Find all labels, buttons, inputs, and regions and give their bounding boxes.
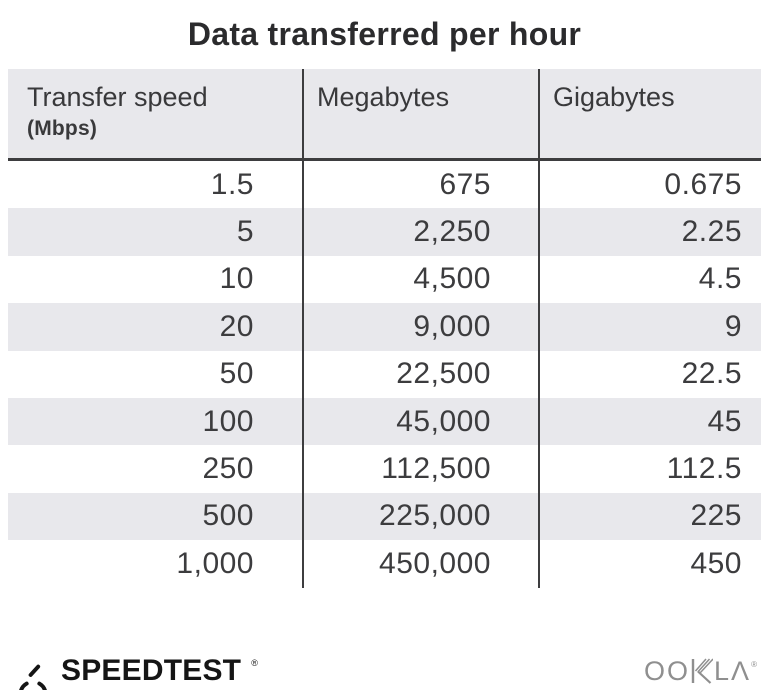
table-row: 1.5 675 0.675 xyxy=(8,161,761,209)
table-cell: 100 xyxy=(202,404,254,438)
page-title: Data transferred per hour xyxy=(187,16,582,52)
data-table: Transfer speed (Mbps) Megabytes Gigabyte… xyxy=(8,69,761,588)
table-cell: 112.5 xyxy=(538,445,761,493)
table-header-row: Transfer speed (Mbps) Megabytes Gigabyte… xyxy=(8,69,761,161)
table-cell: 250 xyxy=(202,452,254,486)
header-megabytes-label: Megabytes xyxy=(317,82,450,112)
ookla-wordmark-oo: OO xyxy=(644,655,691,686)
table-cell: 45,000 xyxy=(302,397,538,446)
header-transfer-speed-unit: (Mbps) xyxy=(27,117,98,140)
table-row: 500 225,000 225 xyxy=(8,492,761,541)
table-body: 1.5 675 0.675 5 2,250 2.25 10 4,500 4.5 20 9,000 9 5… xyxy=(8,161,761,588)
ookla-k-icon xyxy=(691,658,714,684)
header-gigabytes-label: Gigabytes xyxy=(553,82,675,112)
table-cell: 112,500 xyxy=(302,445,538,493)
table-cell: 225 xyxy=(538,492,761,541)
speedtest-gauge-icon xyxy=(19,664,47,690)
table-cell: 500 xyxy=(202,499,254,533)
table-cell: 45 xyxy=(538,397,761,446)
table-row: 1,000 450,000 450 xyxy=(8,540,761,588)
table-cell: 450,000 xyxy=(302,540,538,588)
speedtest-wordmark: SPEEDTEST xyxy=(61,654,242,687)
table-cell: 9 xyxy=(538,303,761,351)
table-cell: 5 xyxy=(236,215,254,249)
table-cell: 450 xyxy=(538,540,761,588)
table-row: 50 22,500 22.5 xyxy=(8,350,761,398)
table-cell: 1.5 xyxy=(210,167,254,201)
table-cell: 10 xyxy=(219,262,254,296)
table-cell: 9,000 xyxy=(302,303,538,351)
header-transfer-speed: Transfer speed (Mbps) xyxy=(8,69,302,158)
table-cell: 2.25 xyxy=(538,208,761,256)
table-row: 20 9,000 9 xyxy=(8,303,761,351)
table-cell: 4,500 xyxy=(302,255,538,304)
table-row: 10 4,500 4.5 xyxy=(8,255,761,304)
ookla-wordmark-la: LΛ xyxy=(714,655,752,686)
table-cell: 225,000 xyxy=(302,492,538,541)
header-gigabytes: Gigabytes xyxy=(538,69,761,158)
footer: SPEEDTEST ® OO LΛ ® xyxy=(14,648,757,694)
table-cell: 50 xyxy=(219,357,254,391)
table-cell: 22,500 xyxy=(302,350,538,398)
table-cell: 1,000 xyxy=(176,546,254,580)
table-cell: 20 xyxy=(219,309,254,343)
table-row: 250 112,500 112.5 xyxy=(8,445,761,493)
table-cell: 2,250 xyxy=(302,208,538,256)
table-cell: 4.5 xyxy=(538,255,761,304)
header-megabytes: Megabytes xyxy=(302,69,538,158)
speedtest-registered-mark: ® xyxy=(251,658,258,668)
ookla-registered-mark: ® xyxy=(751,659,757,669)
table-row: 100 45,000 45 xyxy=(8,397,761,446)
table-row: 5 2,250 2.25 xyxy=(8,208,761,256)
table-cell: 675 xyxy=(302,161,538,209)
table-cell: 0.675 xyxy=(538,161,761,209)
table-cell: 22.5 xyxy=(538,350,761,398)
ookla-logo: OO LΛ ® xyxy=(644,655,757,686)
speedtest-logo: SPEEDTEST ® xyxy=(14,652,258,690)
header-transfer-speed-label: Transfer speed xyxy=(27,82,208,112)
